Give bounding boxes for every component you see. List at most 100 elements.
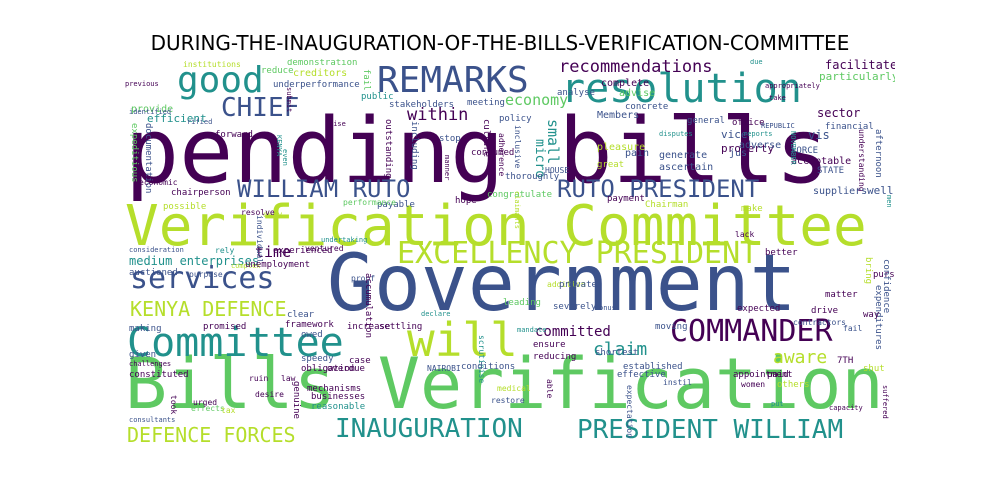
cloud-word-moving: moving <box>655 322 688 332</box>
cloud-word-acceptable: acceptable <box>791 156 852 167</box>
cloud-word-consideration: consideration <box>129 246 184 254</box>
cloud-word-underperformance: underperformance <box>273 80 360 90</box>
cloud-word-inclusive: inclusive <box>513 125 522 169</box>
cloud-word-members: Members <box>597 110 640 121</box>
cloud-word-jus: jus <box>729 148 748 159</box>
cloud-word-mandate: mandate <box>517 326 547 334</box>
cloud-word-unemployment: unemployment <box>245 260 311 270</box>
cloud-word-remarks: REMARKS <box>377 60 529 101</box>
cloud-word-instil: instil <box>663 378 692 387</box>
cloud-word-ventured: ventured <box>305 244 344 253</box>
cloud-word-suppliers: suppliers <box>813 186 868 197</box>
cloud-word-consultants: consultants <box>129 416 176 424</box>
cloud-word-making: making <box>129 324 162 334</box>
cloud-word-congratulate: congratulate <box>487 190 553 200</box>
cloud-word-take: take <box>769 94 786 102</box>
cloud-word-nairobi: NAIROBI <box>427 364 461 373</box>
cloud-word-severely: severely <box>553 302 597 312</box>
cloud-word-suffered: suffered <box>881 385 889 419</box>
cloud-word-others: others <box>777 380 810 390</box>
cloud-word-law: law <box>281 374 296 383</box>
cloud-word-way: way <box>863 310 880 320</box>
cloud-word-possible: possible <box>163 202 207 212</box>
cloud-word-able: able <box>545 379 554 399</box>
cloud-word-economy: economy <box>505 91 569 109</box>
cloud-word-excellency-president: EXCELLENCY PRESIDENT <box>397 236 759 271</box>
cloud-word-better: better <box>765 248 798 258</box>
cloud-word-understanding: understanding <box>857 129 866 192</box>
cloud-word-within: within <box>407 105 469 125</box>
cloud-word-challenges: challenges <box>129 360 172 368</box>
cloud-word-make: make <box>741 204 763 214</box>
cloud-word-auctioned: auctioned <box>129 268 178 278</box>
cloud-word-due: due <box>750 59 763 66</box>
cloud-word-chairman: Chairman <box>645 200 689 210</box>
cloud-word-property: property <box>721 142 774 155</box>
cloud-word-declare: declare <box>421 310 451 318</box>
cloud-word-constituted: constituted <box>129 370 189 380</box>
cloud-word-businesses: businesses <box>311 392 366 402</box>
cloud-word-payment: payment <box>607 194 645 204</box>
cloud-word-services: services <box>130 261 275 296</box>
cloud-word-reduce: reduce <box>261 66 294 76</box>
cloud-word-provide: provide <box>131 104 174 115</box>
cloud-word-hope: hope <box>455 196 477 206</box>
cloud-word-shortest: shortest <box>595 348 639 358</box>
cloud-word-outstanding: outstanding <box>383 119 393 179</box>
cloud-word-private: private <box>559 280 597 290</box>
cloud-word-adverse: adverse <box>739 140 782 151</box>
cloud-word-reducing: reducing <box>533 352 577 362</box>
cloud-word-public: public <box>361 92 394 102</box>
cloud-word-onus: onus <box>599 304 616 312</box>
word-cloud: pending bills Government Bills Verificatio… <box>125 59 895 444</box>
cloud-word-inauguration: INAUGURATION <box>335 414 523 444</box>
cloud-word-complete: complete <box>601 78 650 89</box>
cloud-word-particularly: particularly <box>819 70 895 83</box>
cloud-word-medical: medical <box>497 384 531 393</box>
cloud-word-fail: fail <box>361 69 371 91</box>
cloud-word-reasonable: reasonable <box>311 402 366 412</box>
cloud-word-given: given <box>129 350 157 360</box>
cloud-word-policy: policy <box>499 114 532 124</box>
cloud-word-culture: culture <box>481 119 491 157</box>
cloud-word-aware: aware <box>773 347 828 368</box>
cloud-word-disputes: disputes <box>659 130 693 138</box>
cloud-word-bills-verification: Bills Verification <box>125 343 884 425</box>
cloud-word-settling: settling <box>379 322 423 332</box>
cloud-word-verification-committee: Verification Committee <box>125 194 867 259</box>
cloud-word-payable: payable <box>377 200 415 210</box>
cloud-word-individual: individual <box>255 215 264 264</box>
cloud-word-addition: addition <box>547 280 586 289</box>
cloud-word-stakeholders: stakeholders <box>389 100 455 110</box>
cloud-word-identified: identified <box>129 108 172 116</box>
cloud-word-speedy: speedy <box>301 354 334 364</box>
cloud-word-leading: leading <box>503 298 541 308</box>
cloud-word-pursued: pursued <box>873 270 895 280</box>
cloud-word-clear: clear <box>287 310 315 320</box>
cloud-word-small: small <box>544 119 562 165</box>
cloud-word-put: put <box>771 400 784 408</box>
cloud-word-chairperson: chairperson <box>171 188 231 198</box>
cloud-word-effects: effects <box>191 404 225 413</box>
cloud-word-mechanisms: mechanisms <box>307 384 362 394</box>
cloud-word-owed: owed <box>301 330 323 340</box>
cloud-word-complex: complex <box>231 262 261 270</box>
cloud-word-lack: lack <box>735 230 755 239</box>
cloud-word-government: Government <box>327 239 797 329</box>
cloud-word-even: even <box>281 149 289 166</box>
cloud-word-proof: proof <box>351 274 376 283</box>
cloud-word-republic: REPUBLIC <box>761 122 795 130</box>
cloud-word-scrutinise: scrutinise <box>477 335 486 384</box>
cloud-word-force: FORCE <box>791 146 819 156</box>
cloud-word-tax: tax <box>221 406 236 415</box>
cloud-word-claim: claim <box>593 339 648 360</box>
cloud-word-pleasure: pleasure <box>597 142 646 153</box>
cloud-word-increase: increase <box>347 322 391 332</box>
cloud-word-office: office <box>732 118 765 128</box>
cloud-word-undertaking: undertaking <box>321 236 368 244</box>
cloud-word-ruin: ruin <box>249 374 269 383</box>
cloud-word-expected: expected <box>737 304 781 314</box>
cloud-word-effective: effective <box>617 370 666 380</box>
cloud-word-analyse: analyse <box>557 88 595 98</box>
cloud-word-restore: restore <box>491 396 525 405</box>
